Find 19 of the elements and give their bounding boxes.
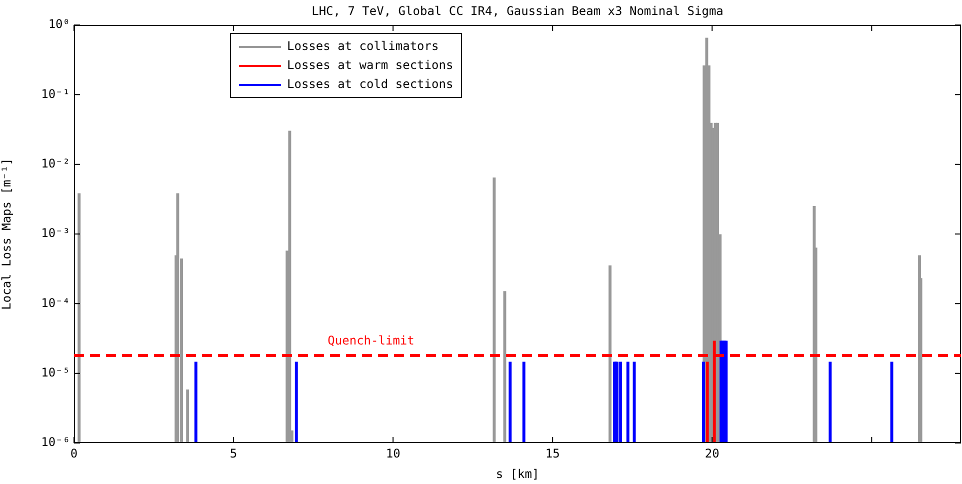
x-axis-title: s [km]	[496, 466, 540, 481]
y-tick-label: 10⁻⁶	[41, 435, 70, 450]
x-tick-label: 0	[70, 446, 78, 460]
y-tick-label: 10⁻²	[41, 156, 70, 170]
legend-label: Losses at cold sections	[287, 76, 454, 93]
legend-label: Losses at collimators	[287, 38, 439, 55]
x-tick-label: 10	[386, 446, 400, 460]
y-tick-label: 10⁻³	[41, 226, 70, 240]
chart-title: LHC, 7 TeV, Global CC IR4, Gaussian Beam x3 Nominal Sigma	[312, 4, 724, 18]
legend-label: Losses at warm sections	[287, 57, 454, 74]
y-tick-label: 10⁻⁵	[41, 365, 70, 380]
y-tick-label: 10⁻⁴	[41, 296, 70, 310]
ref-line-label: Quench-limit	[328, 334, 414, 348]
y-tick-label: 10⁰	[48, 17, 70, 32]
x-tick-label: 15	[545, 446, 560, 460]
x-tick-label: 20	[704, 446, 720, 460]
y-axis-title: Local Loss Maps [m⁻¹]	[0, 158, 14, 310]
x-tick-label: 5	[230, 446, 238, 460]
y-tick-label: 10⁻¹	[41, 86, 70, 101]
